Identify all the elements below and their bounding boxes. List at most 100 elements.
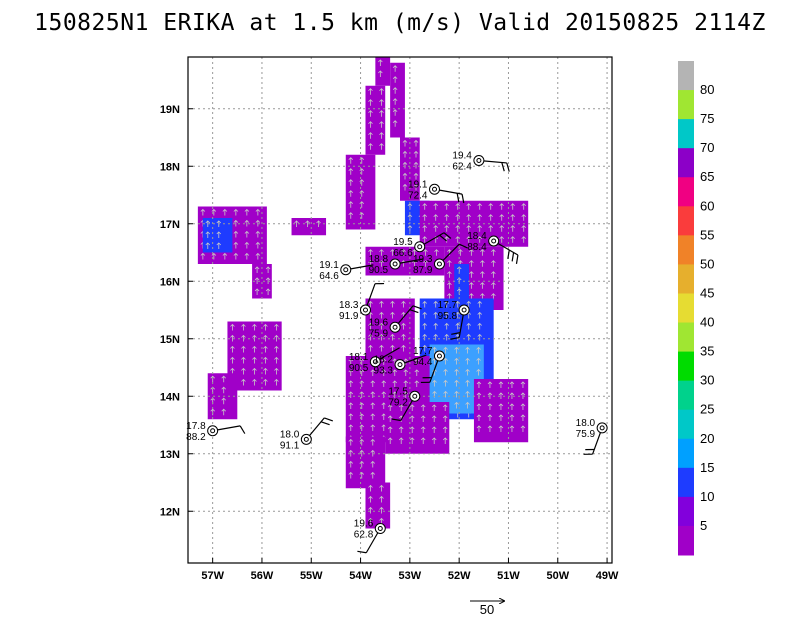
- station-dot: [397, 362, 403, 368]
- wind-vector: [265, 266, 271, 273]
- wind-vector: [390, 249, 395, 256]
- wind-vector: [477, 311, 483, 319]
- wind-vector: [487, 414, 493, 421]
- wind-vector: [274, 334, 279, 342]
- wind-vector: [488, 203, 494, 210]
- wind-vector: [422, 322, 428, 330]
- wind-barb-flag: [506, 162, 510, 172]
- wind-vector: [381, 402, 387, 409]
- station-circle: [596, 422, 608, 434]
- station-pressure: 90.5: [349, 363, 369, 374]
- colorbar-label: 65: [700, 169, 714, 184]
- wind-vector: [509, 392, 515, 399]
- wind-vector: [359, 449, 365, 457]
- scale-vector: 50: [470, 601, 504, 617]
- wind-vector: [263, 345, 268, 353]
- wind-vector: [444, 311, 450, 319]
- wind-vector: [348, 358, 354, 365]
- wind-vector: [294, 220, 299, 227]
- wind-vector: [444, 214, 450, 221]
- wind-vector: [465, 390, 470, 398]
- wind-vector: [466, 203, 472, 210]
- observation-station: 18.190.5: [349, 347, 400, 374]
- colorbar-segment: [678, 293, 694, 324]
- lon-tick-label: 53W: [399, 570, 422, 582]
- lon-tick-label: 54W: [349, 570, 372, 582]
- wind-vector: [390, 311, 395, 319]
- wind-vector: [413, 150, 419, 158]
- wind-vector: [520, 425, 526, 432]
- wind-vector: [520, 392, 526, 399]
- wind-vector: [368, 333, 373, 341]
- wind-vector: [401, 344, 406, 352]
- wind-vector: [476, 403, 482, 410]
- station-circle: [369, 356, 381, 368]
- wind-barb-flag: [458, 243, 468, 249]
- station-pressure: 66.6: [393, 248, 413, 259]
- station-pressure: 94.4: [413, 357, 433, 368]
- wind-vector: [491, 249, 496, 256]
- wind-vector: [480, 282, 485, 289]
- wind-vector: [379, 311, 384, 319]
- wind-vector: [274, 345, 279, 353]
- swath-cell: [345, 436, 386, 489]
- wind-vector: [348, 449, 354, 457]
- wind-vector: [252, 356, 257, 364]
- colorbar-segment: [678, 467, 694, 498]
- station-circle: [389, 258, 401, 270]
- wind-vector: [443, 357, 448, 365]
- wind-barb-flag: [239, 425, 246, 434]
- station-dot: [461, 307, 467, 313]
- wind-vector: [498, 425, 504, 432]
- colorbar-segment: [678, 61, 694, 91]
- wind-vector: [379, 99, 384, 106]
- wind-vector: [392, 391, 398, 398]
- wind-vector: [480, 260, 485, 267]
- wind-vector: [255, 241, 261, 249]
- wind-vector: [510, 236, 516, 243]
- wind-vector: [442, 437, 448, 444]
- wind-vector: [392, 369, 398, 376]
- observation-station: 17.795.8: [438, 300, 470, 340]
- wind-vector: [413, 139, 419, 147]
- wind-vector: [422, 311, 428, 319]
- wind-vector: [244, 219, 250, 227]
- wind-barb-flag: [451, 332, 461, 335]
- wind-vector: [423, 260, 428, 267]
- station-dot: [303, 436, 309, 442]
- colorbar-segment: [678, 264, 694, 294]
- wind-vector: [387, 426, 393, 433]
- wind-vector: [403, 391, 409, 398]
- colorbar-label: 15: [700, 460, 714, 475]
- wind-vector: [476, 381, 482, 388]
- colorbar-label: 55: [700, 227, 714, 242]
- station-circle: [389, 321, 401, 333]
- wind-vector: [348, 190, 354, 197]
- wind-vector: [387, 437, 393, 444]
- wind-vector: [379, 333, 384, 341]
- colorbar-segment: [678, 409, 694, 440]
- wind-vector: [466, 333, 472, 341]
- wind-vector: [409, 404, 415, 411]
- observation-station: 18.890.5: [369, 254, 423, 276]
- station-temperature: 19.4: [452, 151, 472, 162]
- wind-vector: [476, 368, 481, 376]
- scale-label: 50: [480, 602, 494, 617]
- colorbar-segment: [678, 119, 694, 149]
- wind-vector: [379, 143, 384, 150]
- observation-station: 17.888.2: [186, 421, 246, 443]
- wind-vector: [420, 426, 426, 433]
- wind-vector: [520, 414, 526, 421]
- wind-vector: [233, 208, 239, 216]
- wind-vector: [255, 208, 261, 216]
- wind-vector: [454, 401, 459, 409]
- wind-vector: [455, 322, 461, 330]
- station-temperature: 18.1: [349, 352, 369, 363]
- station-temperature: 19.6: [369, 317, 389, 328]
- station-pressure: 93.3: [374, 366, 394, 377]
- wind-vector: [359, 402, 365, 409]
- wind-vector: [381, 424, 387, 431]
- wind-vector: [444, 225, 450, 232]
- wind-vector: [252, 378, 257, 386]
- wind-vector: [200, 208, 206, 216]
